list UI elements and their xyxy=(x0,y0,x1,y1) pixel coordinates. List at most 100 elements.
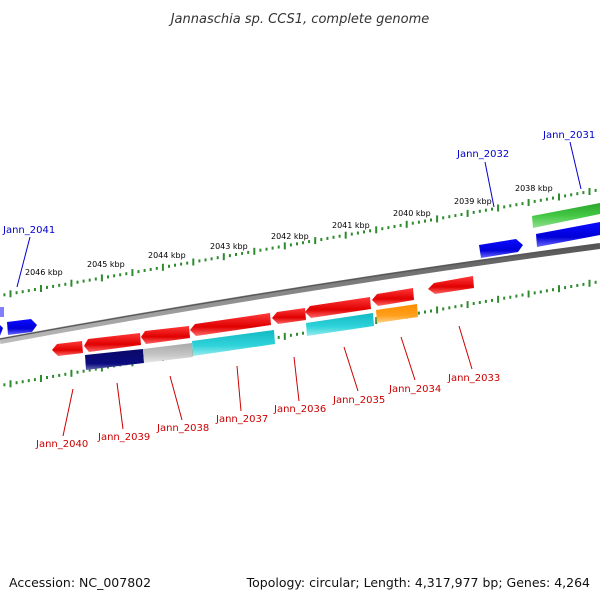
outer-scale-minor-tick xyxy=(241,251,244,255)
kbp-labels: 2046 kbp 2045 kbp 2044 kbp 2043 kbp 2042… xyxy=(25,184,553,277)
inner-scale-track xyxy=(3,279,597,388)
outer-scale-minor-tick xyxy=(82,279,85,283)
cog-green-bar[interactable] xyxy=(532,203,600,228)
outer-scale-major-tick xyxy=(466,209,469,217)
inner-scale-minor-tick xyxy=(76,370,79,374)
inner-scale-minor-tick xyxy=(576,284,579,287)
outer-scale-major-tick xyxy=(558,193,560,201)
outer-scale-minor-tick xyxy=(155,266,158,270)
outer-scale-minor-tick xyxy=(137,270,140,274)
outer-scale-minor-tick xyxy=(265,247,268,251)
gene-label-jann-2040[interactable]: Jann_2040 xyxy=(35,439,88,450)
outer-scale-minor-tick xyxy=(417,220,420,224)
cds-jann-2037[interactable] xyxy=(190,313,271,336)
outer-scale-minor-tick xyxy=(107,275,109,279)
inner-scale-minor-tick xyxy=(533,291,536,295)
outer-scale-minor-tick xyxy=(570,193,573,197)
outer-scale-major-tick xyxy=(131,269,134,277)
leader-jann-2039 xyxy=(116,382,124,430)
outer-scale-minor-tick xyxy=(582,191,585,195)
outer-scale-minor-tick xyxy=(235,253,237,256)
inner-scale-minor-tick xyxy=(94,367,97,371)
outer-scale-major-tick xyxy=(40,285,42,292)
cds-jann-2040[interactable] xyxy=(52,341,83,356)
outer-scale-minor-tick xyxy=(387,226,390,230)
cog-bar-jann-2035[interactable] xyxy=(306,313,374,336)
outer-scale-minor-tick xyxy=(491,207,493,211)
outer-scale-major-tick xyxy=(161,263,164,271)
gene-label-jann-2034[interactable]: Jann_2034 xyxy=(388,384,441,395)
cog-bar-jann-2039[interactable] xyxy=(85,349,144,370)
cds-jann-2036[interactable] xyxy=(272,308,306,324)
topology-text: Topology: circular; Length: 4,317,977 bp… xyxy=(246,575,590,590)
leader-jann-2041 xyxy=(16,236,31,288)
inner-scale-minor-tick xyxy=(545,289,548,293)
outer-scale-minor-tick xyxy=(277,245,280,249)
outer-scale-minor-tick xyxy=(484,208,487,212)
inner-scale-minor-tick xyxy=(46,376,48,379)
inner-scale-major-tick xyxy=(9,380,12,388)
gene-jann-2041-arrow[interactable] xyxy=(7,319,37,335)
inner-scale-minor-tick xyxy=(88,368,91,372)
leader-jann-2040 xyxy=(62,388,74,437)
outer-scale-track xyxy=(3,188,597,298)
outer-scale-minor-tick xyxy=(296,242,298,246)
gene-label-jann-2032[interactable]: Jann_2032 xyxy=(456,149,509,160)
inner-scale-minor-tick xyxy=(289,333,292,337)
gene-jann-2031-arrow[interactable] xyxy=(536,222,600,247)
outer-scale-major-tick xyxy=(405,220,408,228)
inner-scale-minor-tick xyxy=(460,304,463,308)
outer-scale-major-tick xyxy=(527,199,530,206)
gene-label-jann-2041[interactable]: Jann_2041 xyxy=(2,225,55,236)
gene-label-jann-2038[interactable]: Jann_2038 xyxy=(156,423,209,434)
gene-partial-left-arrow[interactable] xyxy=(0,325,3,336)
outer-scale-major-tick xyxy=(588,188,591,195)
gene-jann-2032-arrow[interactable] xyxy=(479,239,523,258)
gene-partial-left-top[interactable] xyxy=(0,307,4,317)
outer-scale-minor-tick xyxy=(478,209,481,213)
outer-scale-major-tick xyxy=(283,242,286,250)
cds-jann-2039[interactable] xyxy=(84,333,141,352)
outer-scale-minor-tick xyxy=(52,284,55,288)
cog-bar-jann-2037[interactable] xyxy=(192,330,275,356)
outer-scale-minor-tick xyxy=(545,197,548,201)
gene-label-jann-2037[interactable]: Jann_2037 xyxy=(215,414,268,425)
inner-scale-minor-tick xyxy=(296,332,298,336)
inner-scale-minor-tick xyxy=(15,381,18,385)
inner-scale-minor-tick xyxy=(552,288,554,292)
cog-bar-jann-2034[interactable] xyxy=(376,304,418,323)
label-leader-lines xyxy=(16,141,582,437)
outer-scale-minor-tick xyxy=(88,278,91,282)
outer-scale-minor-tick xyxy=(564,194,567,198)
inner-scale-minor-tick xyxy=(582,282,585,286)
outer-scale-minor-tick xyxy=(259,248,262,252)
outer-scale-minor-tick xyxy=(509,204,512,208)
cds-jann-2038[interactable] xyxy=(141,326,190,344)
cds-jann-2034[interactable] xyxy=(372,288,414,306)
outer-scale-minor-tick xyxy=(125,272,128,276)
leader-jann-2032 xyxy=(484,161,495,208)
outer-scale-major-tick xyxy=(344,231,347,239)
gene-label-jann-2035[interactable]: Jann_2035 xyxy=(332,395,385,406)
gene-label-jann-2039[interactable]: Jann_2039 xyxy=(97,432,150,443)
gene-label-jann-2031[interactable]: Jann_2031 xyxy=(542,130,595,141)
outer-scale-minor-tick xyxy=(539,198,542,202)
accession-text: Accession: NC_007802 xyxy=(9,575,151,590)
cds-jann-2033[interactable] xyxy=(428,276,474,294)
gene-label-jann-2033[interactable]: Jann_2033 xyxy=(447,373,500,384)
outer-scale-minor-tick xyxy=(204,258,207,262)
inner-scale-minor-tick xyxy=(478,301,481,304)
cog-bar-jann-2038[interactable] xyxy=(143,343,193,363)
outer-scale-minor-tick xyxy=(442,216,445,220)
outer-scale-minor-tick xyxy=(168,264,170,268)
cds-jann-2035[interactable] xyxy=(305,297,371,318)
outer-scale-minor-tick xyxy=(46,285,48,289)
kbp-label-2045: 2045 kbp xyxy=(87,260,125,269)
leader-jann-2036 xyxy=(293,356,300,402)
outer-scale-minor-tick xyxy=(448,215,451,219)
outer-scale-minor-tick xyxy=(58,283,61,287)
outer-scale-minor-tick xyxy=(33,288,36,291)
gene-label-jann-2036[interactable]: Jann_2036 xyxy=(273,404,326,415)
inner-scale-minor-tick xyxy=(33,378,36,382)
outer-scale-minor-tick xyxy=(326,236,329,240)
